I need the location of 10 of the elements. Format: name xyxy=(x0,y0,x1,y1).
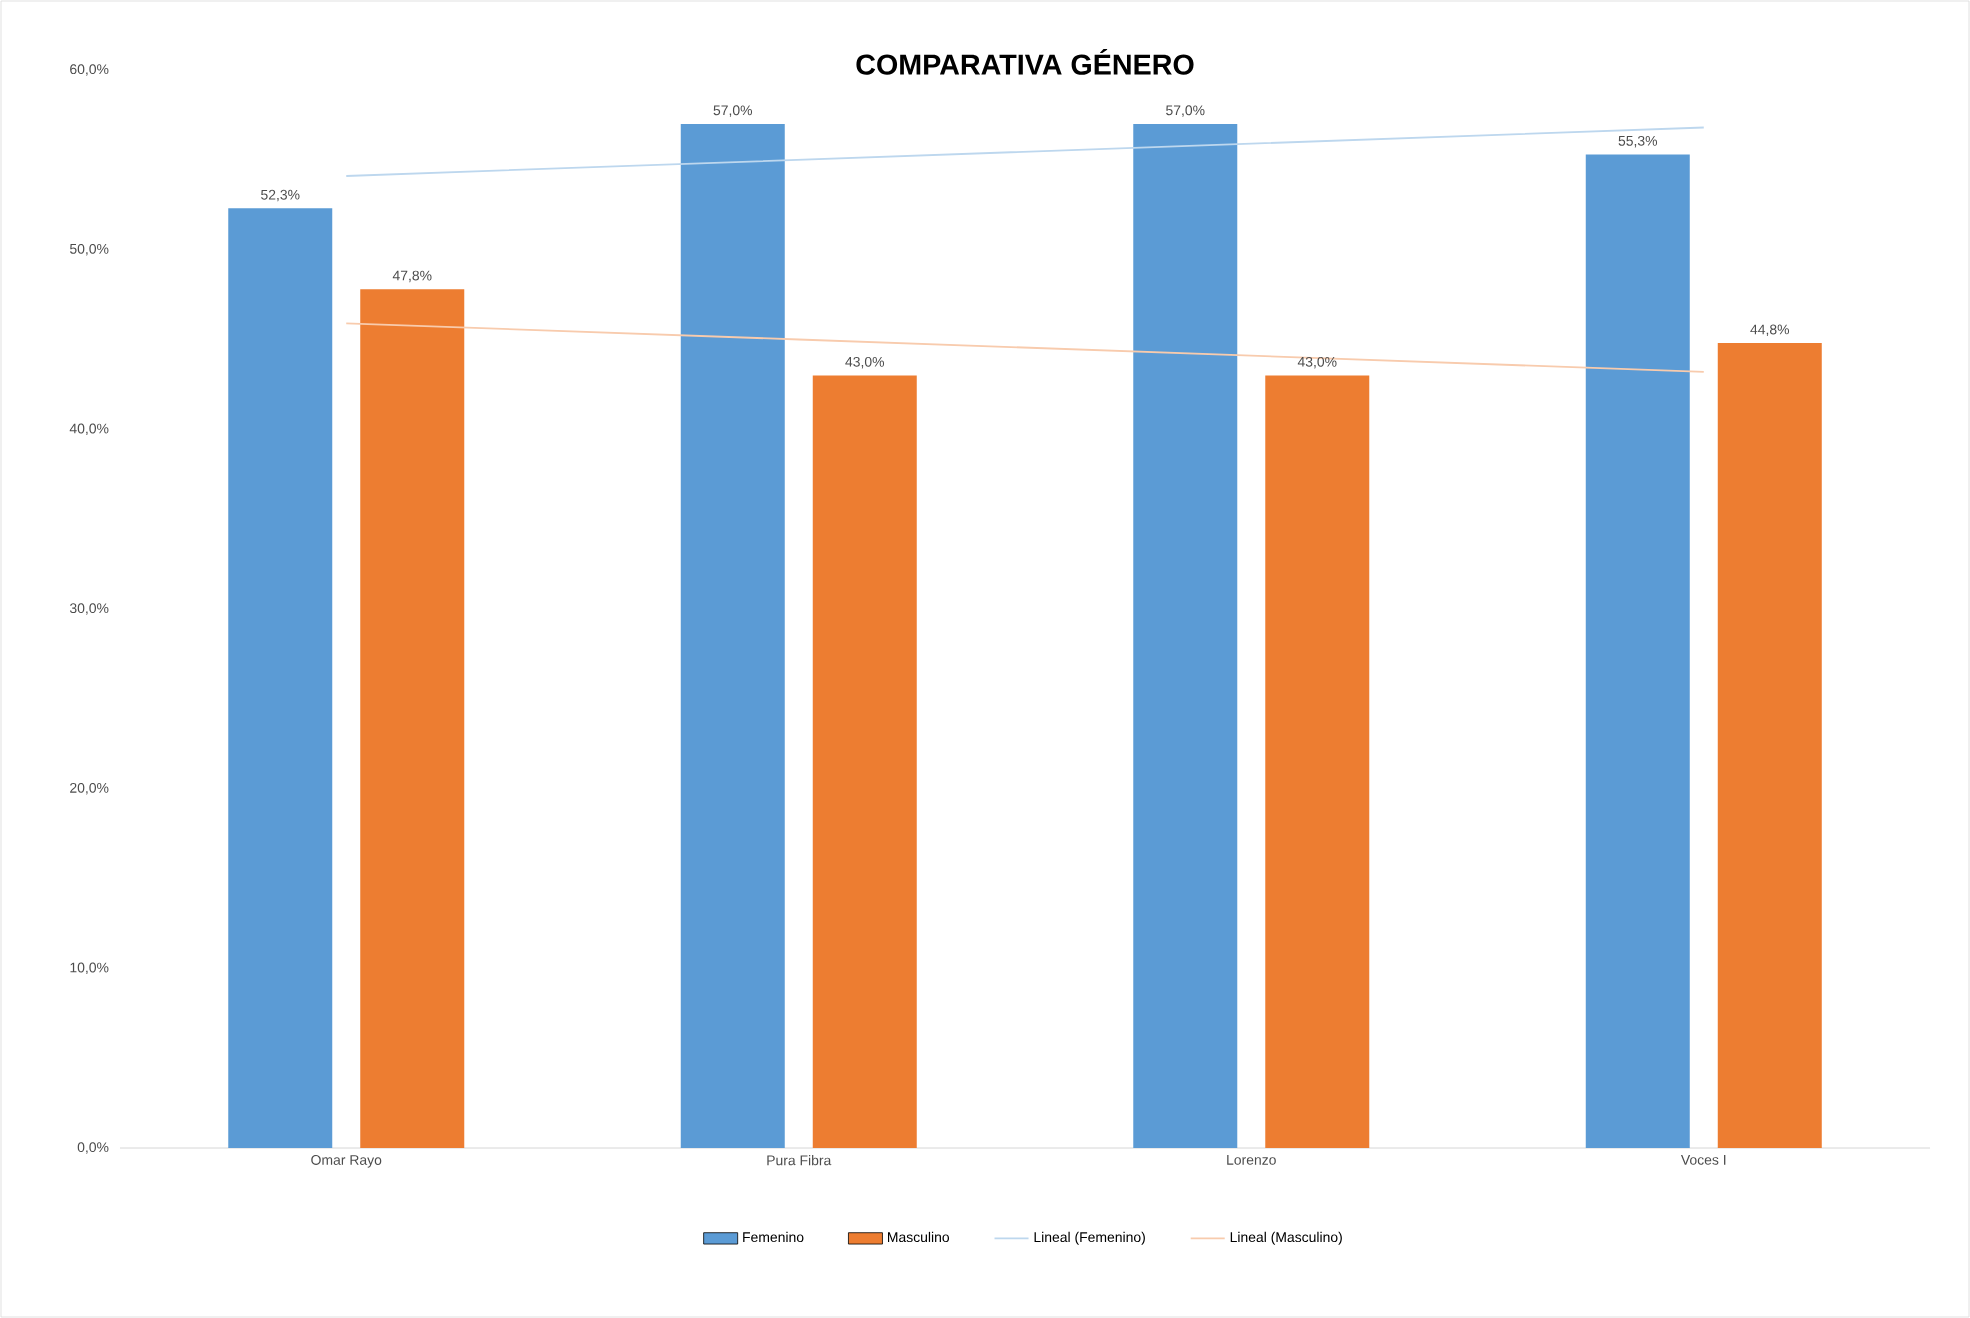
bar xyxy=(1717,343,1822,1148)
bar xyxy=(360,289,465,1148)
bar xyxy=(680,123,785,1148)
bar xyxy=(812,375,917,1148)
bar xyxy=(228,208,333,1148)
line-series xyxy=(345,322,1705,373)
chart-title: COMPARATIVA GÉNERO xyxy=(856,49,1194,75)
bar xyxy=(1265,375,1370,1148)
bar xyxy=(1133,123,1238,1148)
bar xyxy=(1585,154,1690,1148)
